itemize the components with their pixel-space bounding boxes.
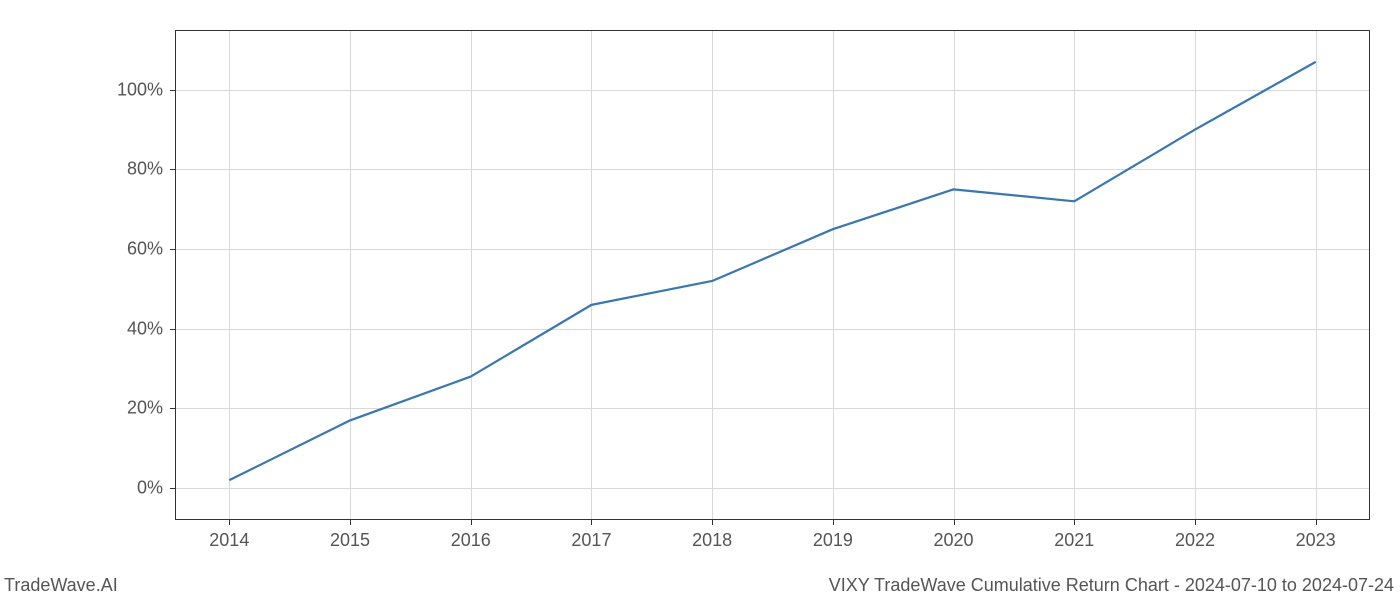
x-tick	[229, 520, 230, 525]
footer-right-text: VIXY TradeWave Cumulative Return Chart -…	[829, 575, 1394, 596]
x-axis-label: 2015	[330, 530, 370, 551]
y-axis-label: 0%	[137, 478, 163, 499]
x-axis-label: 2020	[934, 530, 974, 551]
x-tick	[350, 520, 351, 525]
x-axis-label: 2018	[692, 530, 732, 551]
y-axis-label: 40%	[127, 318, 163, 339]
x-axis-label: 2023	[1296, 530, 1336, 551]
x-tick	[712, 520, 713, 525]
x-tick	[1074, 520, 1075, 525]
y-axis-label: 60%	[127, 239, 163, 260]
x-axis-label: 2021	[1054, 530, 1094, 551]
x-axis-label: 2017	[571, 530, 611, 551]
x-axis-label: 2019	[813, 530, 853, 551]
x-tick	[471, 520, 472, 525]
x-tick	[954, 520, 955, 525]
return-line	[229, 62, 1315, 480]
line-series	[175, 30, 1370, 520]
x-tick	[1195, 520, 1196, 525]
x-tick	[591, 520, 592, 525]
y-axis-label: 100%	[117, 79, 163, 100]
plot-area: 2014201520162017201820192020202120222023…	[175, 30, 1370, 520]
y-axis-label: 80%	[127, 159, 163, 180]
chart-container: 2014 2015 2016 2017 2018 2019 2020 2021 2022 2023…	[0, 0, 1400, 600]
y-axis-label: 20%	[127, 398, 163, 419]
x-axis-label: 2016	[451, 530, 491, 551]
x-axis-label: 2022	[1175, 530, 1215, 551]
x-tick	[833, 520, 834, 525]
x-axis-label: 2014	[209, 530, 249, 551]
footer-left-text: TradeWave.AI	[4, 575, 118, 596]
x-tick	[1316, 520, 1317, 525]
